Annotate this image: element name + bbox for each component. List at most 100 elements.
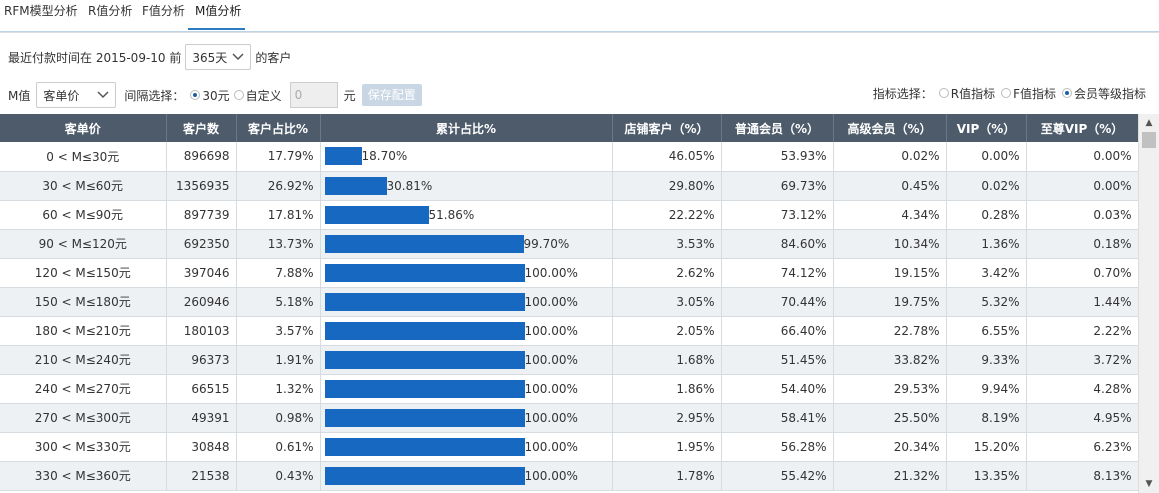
table-header-row: 客单价 客户数 客户占比% 累计占比% 店铺客户（%） 普通会员（%） 高级会员… (0, 114, 1138, 142)
cum-bar-wrap: 100.00% (324, 292, 612, 311)
radio-unselected-icon[interactable] (233, 90, 244, 100)
cum-bar-wrap: 100.00% (324, 379, 612, 398)
table-row[interactable]: 30 < M≤60元 1356935 26.92% 30.81% 29.80% 69.73… (0, 171, 1138, 201)
radio-selected-icon[interactable] (190, 90, 201, 100)
table-row[interactable]: 120 < M≤150元 397046 7.88% 100.00% 2.62% 74.12… (0, 258, 1138, 288)
cell-price-range: 90 < M≤120元 (0, 229, 167, 259)
cell-store: 1.86% (612, 374, 722, 404)
cell-normal: 55.42% (721, 461, 834, 491)
custom-interval-input[interactable]: 0 (289, 82, 338, 108)
cum-bar (324, 379, 525, 398)
filter-prefix: 最近付款时间在 2015-09-10 前 (8, 50, 182, 65)
cell-svip: 0.03% (1026, 200, 1138, 230)
cum-bar-label: 100.00% (524, 323, 578, 338)
cell-pct: 0.61% (236, 432, 321, 462)
cell-svip: 1.44% (1026, 287, 1138, 317)
radio-unselected-icon[interactable] (938, 88, 949, 98)
cell-cum: 100.00% (320, 403, 613, 433)
cell-pct: 26.92% (236, 171, 321, 201)
cell-price-range: 210 < M≤240元 (0, 345, 167, 375)
interval-custom-option[interactable]: 自定义 (233, 87, 282, 104)
cum-bar-label: 18.70% (361, 149, 408, 164)
cell-store: 46.05% (612, 142, 722, 172)
chevron-down-icon (97, 91, 109, 99)
cell-normal: 58.41% (721, 403, 834, 433)
cell-count: 896698 (166, 142, 237, 172)
tab-m-value[interactable]: M值分析 (195, 4, 242, 18)
cum-bar-wrap: 18.70% (324, 147, 612, 166)
scroll-thumb[interactable] (1142, 132, 1156, 148)
header-store[interactable]: 店铺客户（%） (612, 114, 722, 142)
save-config-button[interactable]: 保存配置 (361, 84, 422, 106)
table-row[interactable]: 240 < M≤270元 66515 1.32% 100.00% 1.86% 54.40%… (0, 374, 1138, 404)
cell-price-range: 150 < M≤180元 (0, 287, 167, 317)
cum-bar-label: 100.00% (524, 468, 578, 483)
table-row[interactable]: 300 < M≤330元 30848 0.61% 100.00% 1.95% 56.28%… (0, 432, 1138, 462)
radio-unselected-icon[interactable] (1001, 88, 1012, 98)
table-row[interactable]: 0 < M≤30元 896698 17.79% 18.70% 46.05% 53.93% 0… (0, 142, 1138, 172)
cell-store: 22.22% (612, 200, 722, 230)
cell-vip: 1.36% (946, 229, 1027, 259)
table-row[interactable]: 330 < M≤360元 21538 0.43% 100.00% 1.78% 55.42%… (0, 461, 1138, 491)
header-price[interactable]: 客单价 (0, 114, 167, 142)
cum-bar-wrap: 100.00% (324, 466, 612, 485)
cum-bar (324, 234, 524, 253)
cell-cum: 100.00% (320, 287, 613, 317)
cell-normal: 73.12% (721, 200, 834, 230)
scroll-down-arrow-icon[interactable]: ▼ (1145, 479, 1153, 489)
tab-f-value[interactable]: F值分析 (142, 4, 185, 18)
table-row[interactable]: 90 < M≤120元 692350 13.73% 99.70% 3.53% 84.60%… (0, 229, 1138, 259)
indicator-option-f[interactable]: F值指标 (1001, 85, 1056, 102)
table-row[interactable]: 270 < M≤300元 49391 0.98% 100.00% 2.95% 58.41%… (0, 403, 1138, 433)
metric-select[interactable]: 客单价 (36, 82, 117, 108)
table-row[interactable]: 180 < M≤210元 180103 3.57% 100.00% 2.05% 66.40… (0, 316, 1138, 346)
cum-bar-wrap: 30.81% (324, 176, 612, 195)
cum-bar-label: 100.00% (524, 265, 578, 280)
cell-price-range: 300 < M≤330元 (0, 432, 167, 462)
header-vip[interactable]: VIP（%） (946, 114, 1027, 142)
cum-bar-wrap: 100.00% (324, 437, 612, 456)
table-row[interactable]: 210 < M≤240元 96373 1.91% 100.00% 1.68% 51.45%… (0, 345, 1138, 375)
tab-rfm[interactable]: RFM模型分析 (4, 4, 78, 18)
interval-30-option[interactable]: 30元 (190, 87, 230, 104)
table-row[interactable]: 60 < M≤90元 897739 17.81% 51.86% 22.22% 73.12%… (0, 200, 1138, 230)
cum-bar-label: 100.00% (524, 294, 578, 309)
cell-pct: 1.91% (236, 345, 321, 375)
cum-bar (324, 205, 429, 224)
cell-senior: 10.34% (833, 229, 947, 259)
cum-bar-label: 100.00% (524, 410, 578, 425)
cell-count: 180103 (166, 316, 237, 346)
cum-bar (324, 292, 525, 311)
cell-senior: 19.75% (833, 287, 947, 317)
cell-count: 260946 (166, 287, 237, 317)
data-table-container: 客单价 客户数 客户占比% 累计占比% 店铺客户（%） 普通会员（%） 高级会员… (0, 114, 1138, 493)
days-select[interactable]: 365天 (185, 44, 252, 70)
cum-bar-label: 100.00% (524, 352, 578, 367)
cell-senior: 25.50% (833, 403, 947, 433)
scroll-up-arrow-icon[interactable]: ▲ (1145, 118, 1153, 128)
header-normal[interactable]: 普通会员（%） (721, 114, 834, 142)
tab-r-value[interactable]: R值分析 (88, 4, 133, 18)
header-cum[interactable]: 累计占比% (320, 114, 613, 142)
table-row[interactable]: 150 < M≤180元 260946 5.18% 100.00% 3.05% 70.44… (0, 287, 1138, 317)
indicator-option-level[interactable]: 会员等级指标 (1061, 85, 1146, 102)
cell-pct: 17.81% (236, 200, 321, 230)
cell-senior: 20.34% (833, 432, 947, 462)
cell-store: 1.78% (612, 461, 722, 491)
indicator-option-r[interactable]: R值指标 (938, 85, 995, 102)
cell-normal: 56.28% (721, 432, 834, 462)
header-svip[interactable]: 至尊VIP（%） (1026, 114, 1138, 142)
radio-selected-icon[interactable] (1061, 88, 1072, 98)
tab-divider (0, 31, 1159, 33)
vertical-scrollbar[interactable]: ▲ ▼ (1138, 114, 1159, 493)
cell-cum: 100.00% (320, 374, 613, 404)
cell-price-range: 0 < M≤30元 (0, 142, 167, 172)
cell-pct: 0.43% (236, 461, 321, 491)
header-senior[interactable]: 高级会员（%） (833, 114, 947, 142)
active-tab-underline (188, 28, 245, 30)
cell-svip: 3.72% (1026, 345, 1138, 375)
cell-cum: 100.00% (320, 345, 613, 375)
header-count[interactable]: 客户数 (166, 114, 237, 142)
header-pct[interactable]: 客户占比% (236, 114, 321, 142)
cell-count: 397046 (166, 258, 237, 288)
